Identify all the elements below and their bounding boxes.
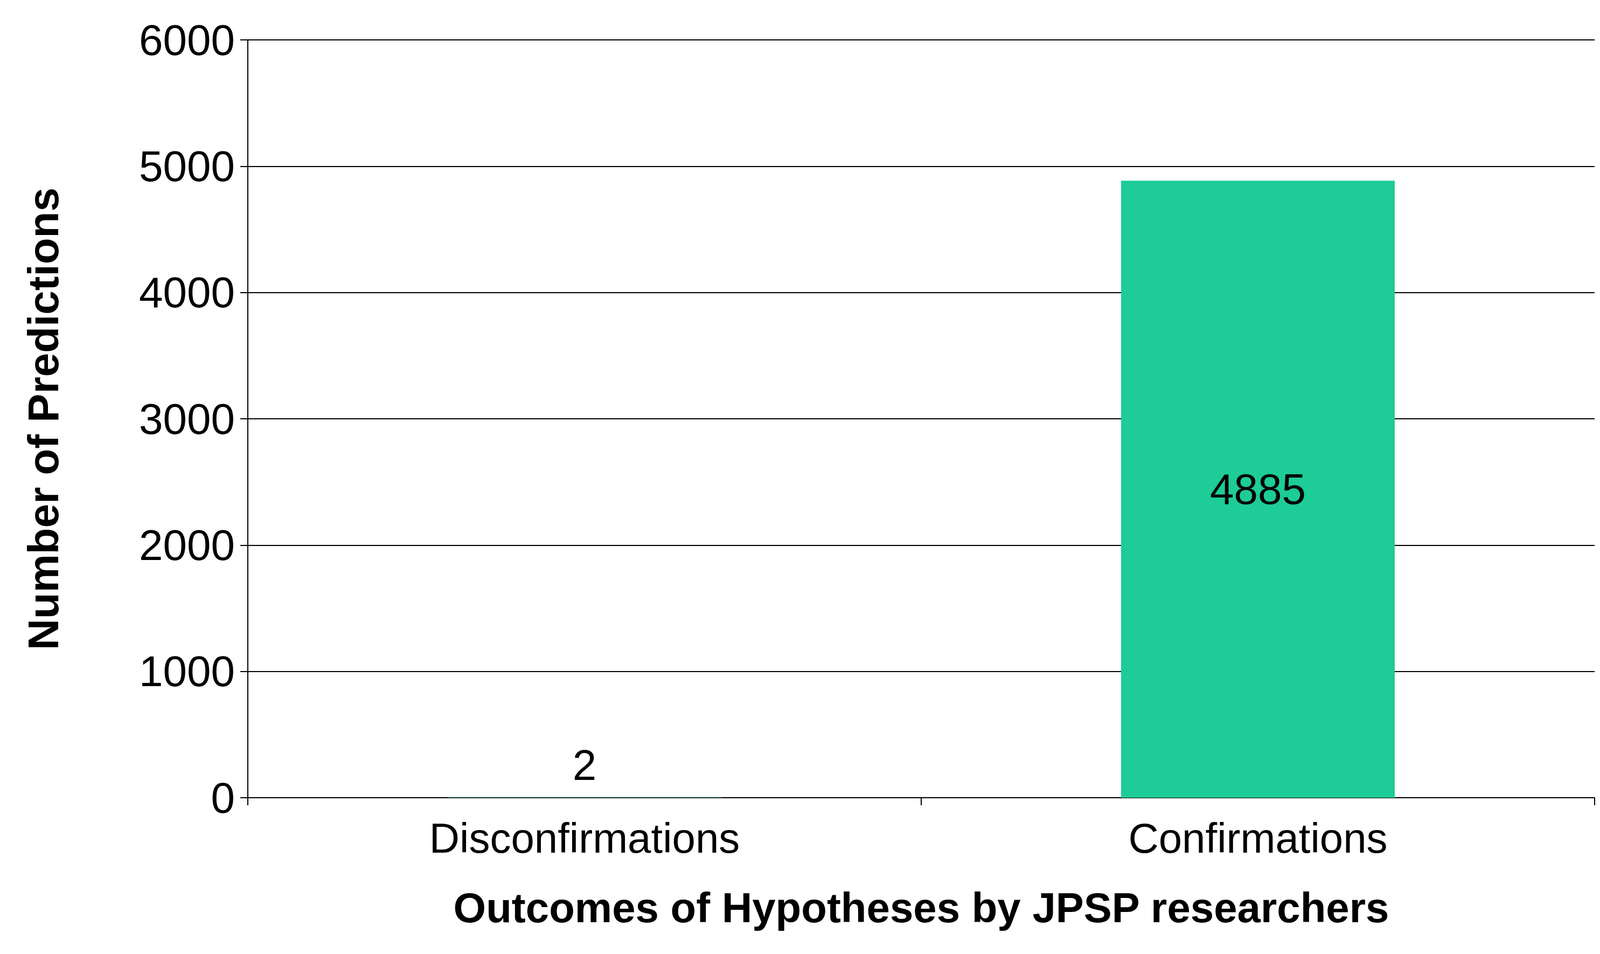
- svg-text:1000: 1000: [138, 647, 235, 695]
- svg-text:3000: 3000: [138, 394, 235, 443]
- svg-text:Confirmations: Confirmations: [1128, 814, 1388, 862]
- svg-text:2: 2: [572, 740, 597, 789]
- svg-text:4885: 4885: [1209, 464, 1306, 513]
- svg-text:Outcomes of Hypotheses by JPSP: Outcomes of Hypotheses by JPSP researche…: [453, 883, 1390, 931]
- svg-text:2000: 2000: [138, 520, 235, 569]
- svg-text:0: 0: [211, 773, 236, 822]
- svg-text:5000: 5000: [138, 142, 235, 191]
- svg-text:4000: 4000: [138, 268, 235, 317]
- svg-text:Number of Predictions: Number of Predictions: [19, 187, 68, 650]
- svg-text:Disconfirmations: Disconfirmations: [429, 814, 741, 862]
- svg-text:6000: 6000: [138, 16, 235, 65]
